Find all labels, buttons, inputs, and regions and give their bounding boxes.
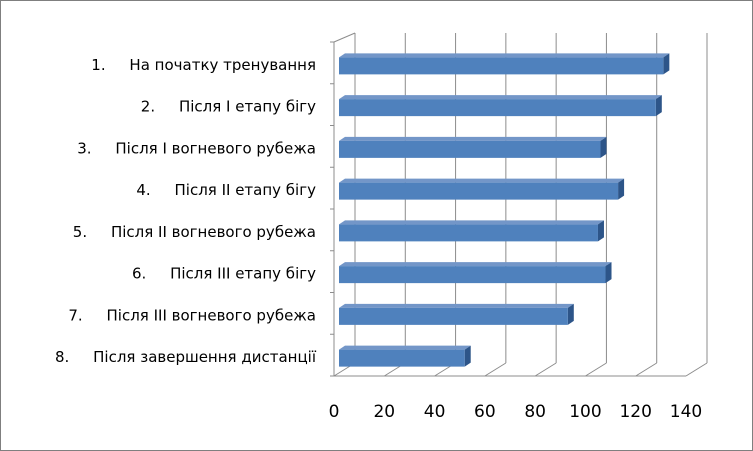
bars xyxy=(339,53,670,367)
bar-front-face xyxy=(339,140,601,158)
bar-side-face xyxy=(605,262,612,284)
category-label: 8. Після завершення дистанції xyxy=(55,348,317,366)
bar-top-face xyxy=(339,53,670,58)
floor-gridline xyxy=(585,362,607,377)
x-tick-labels: 0 20 40 60 80 100 120 140 xyxy=(329,402,703,422)
x-tick-label: 40 xyxy=(424,402,446,422)
bar-front-face xyxy=(339,224,598,242)
category-labels: 1. На початку тренування 2. Після І етапу… xyxy=(55,56,317,366)
bar-front-face xyxy=(339,182,619,200)
x-tick-label: 120 xyxy=(619,402,651,422)
bar-top-face xyxy=(339,345,471,350)
bar-front-face xyxy=(339,349,465,367)
bar-side-face xyxy=(567,303,574,325)
floor-gridline xyxy=(635,362,657,377)
bar-top-face xyxy=(339,178,625,183)
x-tick-label: 80 xyxy=(524,402,546,422)
bar-front-face xyxy=(339,307,568,325)
bar-front-face xyxy=(339,57,664,75)
bar xyxy=(339,178,625,200)
bar-top-face xyxy=(339,136,607,141)
bar-side-face xyxy=(597,220,604,242)
bar-front-face xyxy=(339,99,656,117)
x-tick-label: 20 xyxy=(373,402,395,422)
category-label: 7. Після ІІІ вогневого рубежа xyxy=(68,306,316,324)
bar-side-face xyxy=(618,178,625,200)
bar xyxy=(339,136,607,158)
category-label: 2. Після І етапу бігу xyxy=(141,98,316,116)
bar-top-face xyxy=(339,262,612,267)
category-label: 5. Після ІІ вогневого рубежа xyxy=(73,223,316,241)
bar-side-face xyxy=(600,136,607,158)
bar xyxy=(339,262,612,284)
bar-side-face xyxy=(663,53,670,75)
bar-side-face xyxy=(464,345,471,367)
x-tick-label: 60 xyxy=(474,402,496,422)
bar xyxy=(339,345,471,367)
bar xyxy=(339,53,670,75)
category-label: 4. Після ІІ етапу бігу xyxy=(136,181,316,199)
bar xyxy=(339,303,574,325)
x-tick-label: 140 xyxy=(670,402,702,422)
bar-top-face xyxy=(339,303,574,308)
bar-side-face xyxy=(655,95,662,117)
category-label: 6. Після ІІІ етапу бігу xyxy=(132,265,316,283)
bar-top-face xyxy=(339,95,662,100)
x-tick-label: 100 xyxy=(569,402,601,422)
category-label: 3. Після І вогневого рубежа xyxy=(77,139,316,157)
bar-front-face xyxy=(339,266,606,284)
floor-gridline xyxy=(534,362,557,377)
floor-gridline xyxy=(484,362,507,377)
x-tick-label: 0 xyxy=(329,402,340,422)
bar xyxy=(339,95,662,117)
floor-gridline xyxy=(685,362,708,377)
bar xyxy=(339,220,604,242)
category-label: 1. На початку тренування xyxy=(91,56,316,74)
axes xyxy=(330,32,686,377)
bar-top-face xyxy=(339,220,604,225)
wall-edge xyxy=(333,32,356,43)
